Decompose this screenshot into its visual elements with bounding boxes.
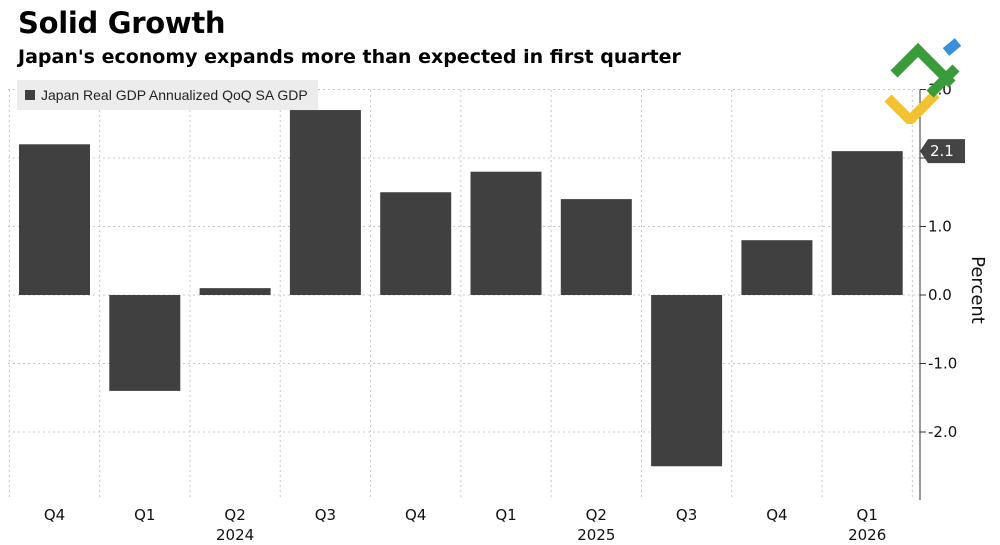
bar [651,295,723,467]
last-value-callout: 2.1 [920,139,965,164]
x-tick-label: Q1 [495,506,516,524]
y-tick-label: -2.0 [928,423,957,441]
x-tick-label: Q2 [224,506,245,524]
bar [560,199,632,295]
y-tick-label: -1.0 [928,355,957,373]
brand-logo-icon [884,38,962,124]
x-tick-label: Q3 [676,506,697,524]
legend-swatch [25,90,35,100]
x-tick-label: Q1 [857,506,878,524]
legend: Japan Real GDP Annualized QoQ SA GDP [17,80,318,110]
grid-lines [8,89,920,500]
bar [289,110,361,295]
bar [470,171,542,295]
x-year-label: 2026 [848,526,886,544]
bar [109,295,181,391]
x-year-label: 2025 [577,526,615,544]
bars [19,110,903,467]
bar [19,144,90,295]
chart-subtitle: Japan's economy expands more than expect… [18,46,681,68]
callout-label: 2.1 [930,142,954,160]
x-tick-label: Q4 [405,506,426,524]
y-axis-label: Percent [967,256,988,324]
bar [199,288,271,295]
chart-title: Solid Growth [18,6,226,40]
bar [831,151,903,295]
x-tick-label: Q3 [315,506,336,524]
y-axis-ticks: 3.02.01.00.0-1.0-2.0 [920,81,957,441]
x-tick-label: Q4 [766,506,787,524]
x-year-label: 2024 [216,526,254,544]
y-tick-label: 1.0 [928,218,952,236]
x-axis-ticks: Q4 Q1 Q2 Q3 Q4 Q1 Q2 Q3 Q4 Q1 2024 2025 2026 [44,506,886,544]
x-tick-label: Q2 [586,506,607,524]
x-tick-label: Q1 [134,506,155,524]
bar [380,192,452,295]
y-tick-label: 0.0 [928,286,952,304]
legend-label: Japan Real GDP Annualized QoQ SA GDP [41,87,308,103]
callout-box [920,139,965,164]
bar [741,240,813,295]
x-tick-label: Q4 [44,506,65,524]
